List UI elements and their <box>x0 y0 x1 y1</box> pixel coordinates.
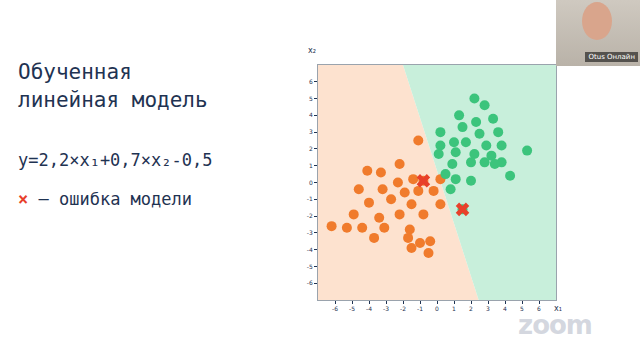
svg-text:2: 2 <box>309 145 313 152</box>
svg-text:x₂: x₂ <box>308 46 316 55</box>
svg-text:1: 1 <box>452 305 456 312</box>
svg-text:1: 1 <box>309 162 313 169</box>
svg-text:2: 2 <box>469 305 473 312</box>
svg-text:-5: -5 <box>349 305 355 312</box>
svg-text:4: 4 <box>503 305 507 312</box>
svg-text:-3: -3 <box>383 305 389 312</box>
svg-text:3: 3 <box>486 305 490 312</box>
svg-text:5: 5 <box>309 95 313 102</box>
svg-text:-1: -1 <box>417 305 423 312</box>
svg-text:6: 6 <box>309 78 313 85</box>
svg-text:-6: -6 <box>332 305 338 312</box>
svg-text:-6: -6 <box>307 279 313 286</box>
svg-text:-2: -2 <box>400 305 406 312</box>
svg-text:-3: -3 <box>307 229 313 236</box>
svg-text:-1: -1 <box>307 195 313 202</box>
svg-text:0: 0 <box>435 305 439 312</box>
svg-text:-2: -2 <box>307 212 313 219</box>
svg-text:-4: -4 <box>366 305 372 312</box>
svg-text:-5: -5 <box>307 263 313 270</box>
svg-text:4: 4 <box>309 111 313 118</box>
svg-text:3: 3 <box>309 128 313 135</box>
svg-text:-4: -4 <box>307 246 313 253</box>
svg-text:0: 0 <box>309 179 313 186</box>
